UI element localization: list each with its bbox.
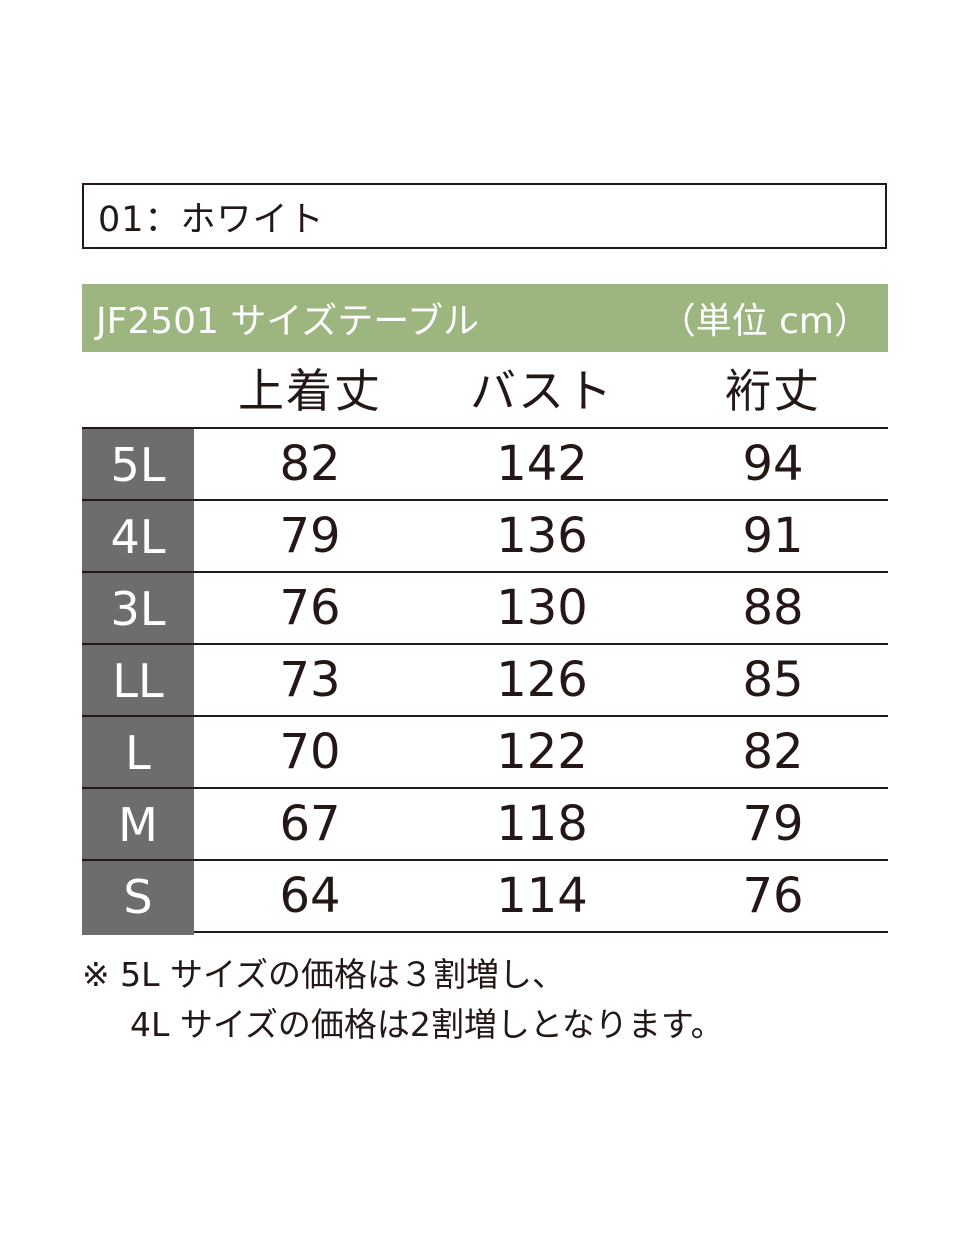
table-title-bar: JF2501 サイズテーブル （単位 cm） [82,284,888,352]
length-value: 82 [279,436,341,492]
size-label: L [82,715,194,789]
sleeve-value: 88 [742,580,804,636]
table-title: JF2501 サイズテーブル [96,301,480,342]
size-table: 5L 82 142 94 4L 79 136 91 3L 76 130 88 L… [82,427,888,935]
unit-label: （単位 cm） [659,301,870,342]
sleeve-value: 91 [742,508,804,564]
table-row: S 64 114 76 [82,859,888,935]
length-value: 79 [279,508,341,564]
length-value: 64 [279,868,341,924]
table-row: 3L 76 130 88 [82,571,888,645]
size-label: 3L [82,571,194,645]
column-header-sleeve: 裄丈 [725,364,821,418]
column-header-length: 上着丈 [238,364,382,418]
price-note: ※ 5L サイズの価格は３割増し、 4L サイズの価格は2割増しとなります。 [82,950,724,1050]
bust-value: 142 [496,436,588,492]
sleeve-value: 85 [742,652,804,708]
bust-value: 126 [496,652,588,708]
table-row: 4L 79 136 91 [82,499,888,573]
bust-value: 136 [496,508,588,564]
price-note-line-2: 4L サイズの価格は2割増しとなります。 [130,1005,724,1044]
size-label: 5L [82,427,194,501]
size-label: 4L [82,499,194,573]
table-row: L 70 122 82 [82,715,888,789]
color-label: 01：ホワイト [82,183,887,249]
size-label: LL [82,643,194,717]
price-note-line-1: ※ 5L サイズの価格は３割増し、 [82,955,566,994]
table-row: 5L 82 142 94 [82,427,888,501]
sleeve-value: 76 [742,868,804,924]
sleeve-value: 94 [742,436,804,492]
size-label: S [82,859,194,935]
table-row: M 67 118 79 [82,787,888,861]
bust-value: 118 [496,796,588,852]
table-row: LL 73 126 85 [82,643,888,717]
sleeve-value: 82 [742,724,804,780]
column-headers: 上着丈 バスト 裄丈 [82,355,888,427]
length-value: 76 [279,580,341,636]
size-label: M [82,787,194,861]
column-header-bust: バスト [470,364,614,418]
length-value: 73 [279,652,341,708]
bust-value: 130 [496,580,588,636]
bust-value: 122 [496,724,588,780]
sleeve-value: 79 [742,796,804,852]
length-value: 67 [279,796,341,852]
bust-value: 114 [496,868,588,924]
length-value: 70 [279,724,341,780]
